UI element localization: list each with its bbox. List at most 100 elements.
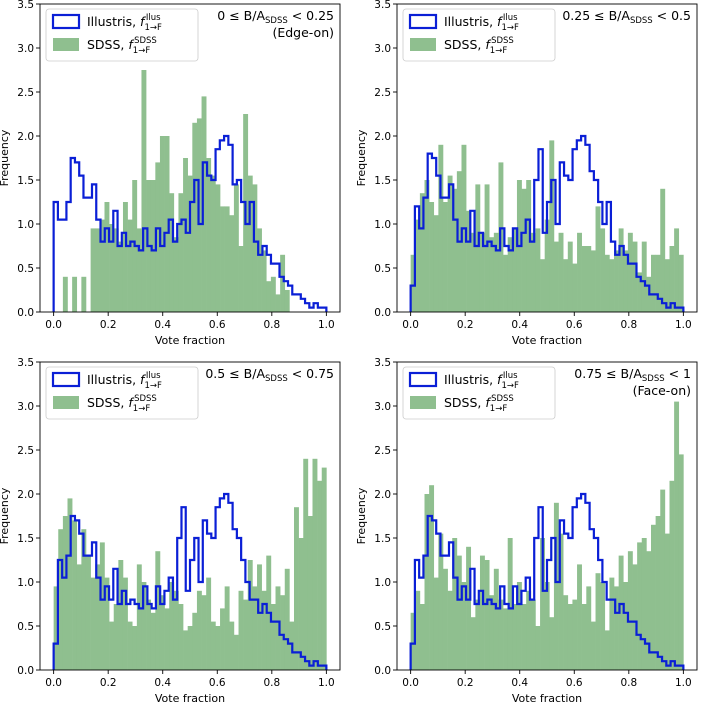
sdss-bar [90, 577, 96, 670]
x-tick-label: 0.2 [100, 677, 117, 689]
x-tick-label: 0.4 [154, 319, 171, 331]
y-tick-label: 3.0 [17, 43, 34, 55]
sdss-bar [122, 202, 128, 312]
sdss-bar [456, 555, 462, 670]
sdss-bar [618, 228, 624, 312]
y-axis-label: Frequency [355, 487, 368, 544]
sdss-bar [479, 555, 485, 670]
sdss-bar [627, 232, 633, 312]
sdss-bar [429, 202, 435, 312]
sdss-bar [317, 480, 323, 670]
sdss-bar [81, 276, 87, 312]
sdss-bar [187, 175, 193, 312]
sdss-bar [563, 259, 569, 312]
sdss-bar [526, 180, 532, 312]
x-tick-label: 0.0 [45, 677, 62, 689]
sdss-bar [461, 582, 467, 670]
sdss-bar [419, 604, 425, 670]
sdss-bar [321, 467, 327, 670]
sdss-bar [72, 520, 78, 670]
sdss-bar [484, 184, 490, 312]
y-tick-label: 1.0 [374, 577, 391, 589]
sdss-bar [614, 250, 619, 312]
panel-range-label: 0 ≤ B/ASDSS < 0.25 [217, 8, 334, 26]
sdss-bar [72, 276, 78, 312]
sdss-bar [577, 564, 582, 670]
sdss-bar [90, 228, 96, 312]
sdss-bar [586, 586, 592, 670]
sdss-bar [95, 228, 101, 312]
sdss-bar [270, 604, 276, 670]
sdss-bar [76, 564, 82, 670]
panel-range-label: 0.25 ≤ B/ASDSS < 0.5 [562, 8, 691, 26]
sdss-bar [489, 595, 495, 670]
sdss-bar [558, 533, 564, 670]
legend-swatch-sdss [53, 396, 79, 409]
y-axis-label: Frequency [355, 129, 368, 186]
y-tick-label: 1.5 [374, 533, 391, 545]
y-tick-label: 1.0 [374, 219, 391, 231]
y-tick-label: 3.0 [374, 401, 391, 413]
legend-label-sdss: SDSS, f1→FSDSS [444, 36, 514, 56]
sdss-bar [618, 555, 624, 670]
sdss-bar [159, 595, 165, 670]
sdss-bar [466, 210, 472, 312]
y-tick-label: 0.0 [17, 665, 34, 677]
sdss-bar [595, 206, 601, 312]
sdss-bar [452, 538, 458, 670]
sdss-bar [553, 241, 559, 312]
sdss-bar [155, 551, 161, 670]
chart-panel-2: 0.0 0.2 0.4 0.6 0.8 1.0 0.0 0.5 1.0 1.5 2.0 2.5 3.0 3… [355, 0, 698, 347]
x-tick-label: 0.6 [566, 319, 583, 331]
sdss-bar [660, 489, 666, 670]
y-tick-label: 0.0 [374, 665, 391, 677]
legend: Illustris, f1→FIlus SDSS, f1→FSDSS [45, 8, 199, 62]
sdss-bar [655, 254, 661, 312]
sdss-bar [419, 193, 425, 312]
sdss-bar [410, 612, 416, 670]
sdss-bar [535, 228, 541, 312]
sdss-bar [141, 70, 147, 312]
sdss-bar [521, 188, 527, 312]
y-tick-label: 3.5 [374, 0, 391, 11]
legend-box [45, 8, 199, 62]
sdss-bar [637, 272, 643, 312]
legend-label-illustris: Illustris, f1→FIlus [87, 13, 162, 33]
sdss-bar [187, 626, 193, 670]
sdss-bar [58, 529, 64, 670]
sdss-bar [664, 533, 670, 670]
legend-label-illustris: Illustris, f1→FIlus [444, 13, 519, 33]
sdss-bar [563, 595, 569, 670]
sdss-bar [132, 626, 138, 670]
y-tick-label: 2.0 [17, 131, 34, 143]
sdss-bar [62, 516, 68, 670]
sdss-bar [136, 564, 142, 670]
sdss-bar [540, 538, 545, 670]
legend-swatch-illustris [51, 371, 81, 388]
legend-label-sdss: SDSS, f1→FSDSS [87, 36, 157, 56]
sdss-bar [438, 144, 444, 312]
sdss-bar [53, 586, 59, 670]
sdss-bar [512, 228, 518, 312]
sdss-bar [210, 621, 216, 670]
sdss-bar [424, 494, 430, 670]
y-tick-label: 0.0 [17, 307, 34, 319]
legend-box [45, 366, 199, 420]
sdss-bar [220, 608, 225, 670]
sdss-bar [660, 188, 666, 312]
sdss-bar [429, 485, 435, 670]
x-tick-label: 0.8 [263, 677, 280, 689]
x-tick-label: 0.6 [209, 319, 226, 331]
sdss-bar [516, 582, 522, 670]
y-axis-label: Frequency [0, 487, 11, 544]
sdss-bar [155, 162, 161, 312]
sdss-bar [247, 560, 253, 670]
legend-label-sdss: SDSS, f1→FSDSS [444, 394, 514, 414]
axes-frame [396, 361, 698, 671]
sdss-bar [261, 590, 267, 670]
x-tick-label: 0.0 [402, 677, 419, 689]
sdss-bar [99, 542, 105, 670]
sdss-bar [507, 237, 513, 312]
x-tick-label: 0.2 [457, 319, 474, 331]
sdss-bar [470, 232, 476, 312]
